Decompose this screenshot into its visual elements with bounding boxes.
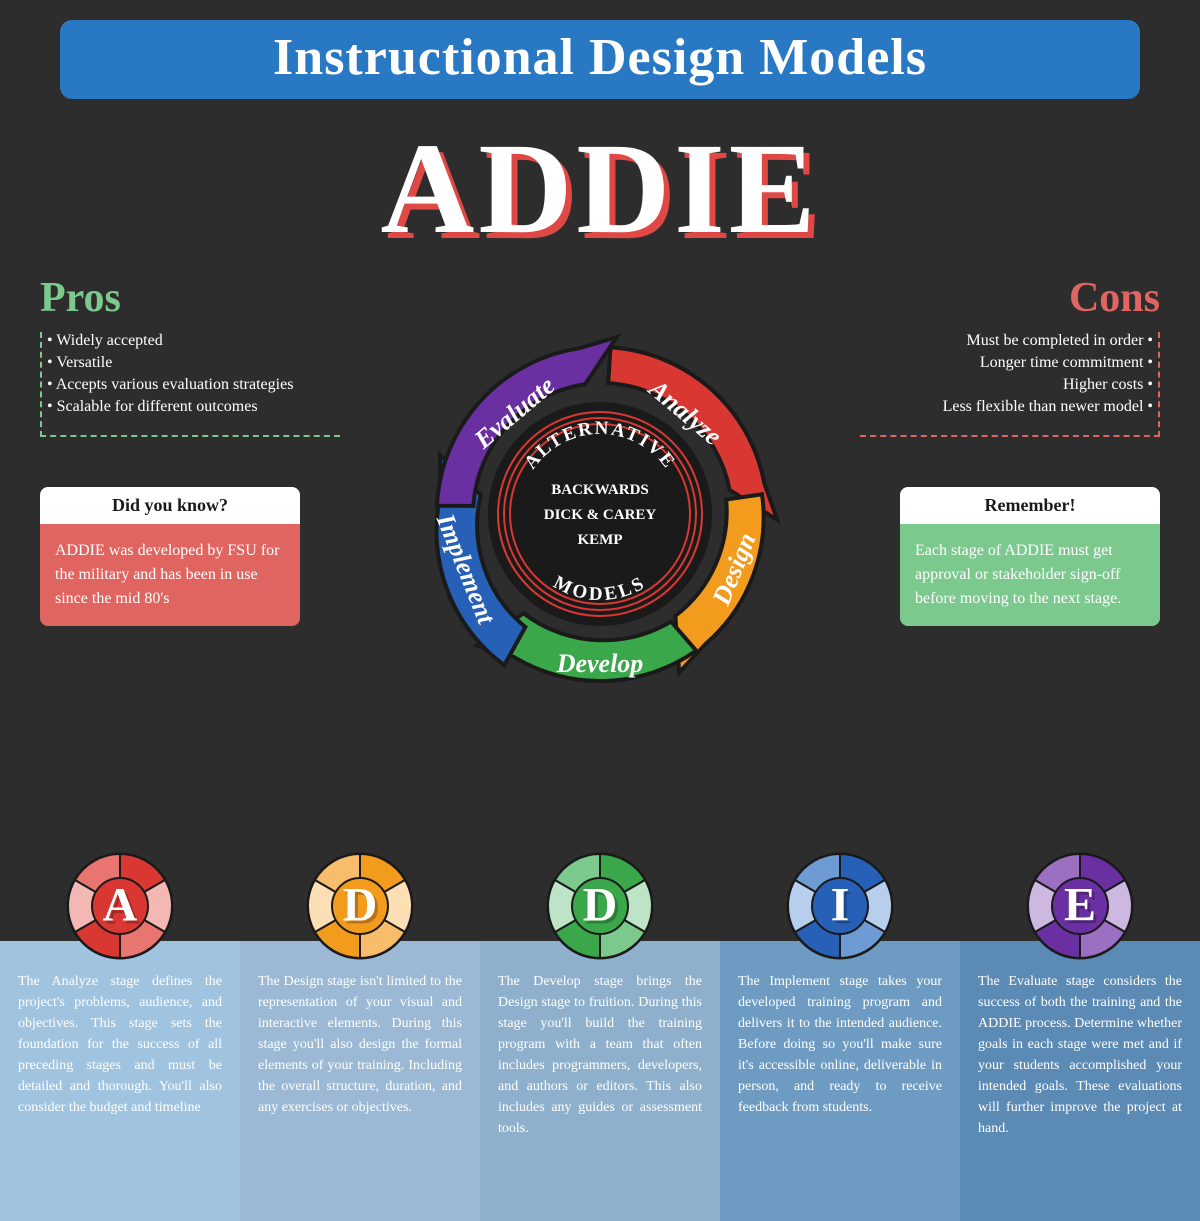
center-line: KEMP	[578, 532, 623, 548]
stage-circle-icon: A	[65, 851, 175, 961]
cons-item: Longer time commitment •	[860, 354, 1158, 372]
pros-title: Pros	[40, 274, 340, 322]
stage-letter: A	[103, 877, 138, 932]
stage-column: D The Develop stage brings the Design sta…	[480, 821, 720, 1221]
stage-column: A The Analyze stage defines the project's…	[0, 821, 240, 1221]
stage-column: D The Design stage isn't limited to the r…	[240, 821, 480, 1221]
center-line: DICK & CAREY	[544, 507, 657, 523]
remember-callout: Remember! Each stage of ADDIE must get a…	[900, 487, 1160, 626]
pros-list: • Widely accepted • Versatile • Accepts …	[40, 332, 340, 437]
segment-label: Develop	[556, 649, 644, 678]
pros-item: • Scalable for different outcomes	[42, 398, 340, 416]
stage-letter: D	[583, 877, 618, 932]
stage-description: The Develop stage brings the Design stag…	[480, 941, 720, 1221]
callout-header: Remember!	[900, 487, 1160, 524]
stage-description: The Evaluate stage considers the success…	[960, 941, 1200, 1221]
pros-item: • Widely accepted	[42, 332, 340, 350]
callout-body: Each stage of ADDIE must get approval or…	[900, 524, 1160, 626]
stages-row: A The Analyze stage defines the project's…	[0, 821, 1200, 1221]
stage-column: I The Implement stage takes your develope…	[720, 821, 960, 1221]
header-title: Instructional Design Models	[60, 28, 1140, 87]
stage-circle-icon: D	[305, 851, 415, 961]
main-title: ADDIE	[381, 117, 820, 261]
pros-item: • Accepts various evaluation strategies	[42, 376, 340, 394]
stage-circle-icon: I	[785, 851, 895, 961]
stage-description: The Analyze stage defines the project's …	[0, 941, 240, 1221]
middle-section: Pros • Widely accepted • Versatile • Acc…	[0, 274, 1200, 754]
cons-title: Cons	[860, 274, 1160, 322]
main-title-wrap: ADDIE	[0, 114, 1200, 264]
cons-item: Less flexible than newer model •	[860, 398, 1158, 416]
pros-column: Pros • Widely accepted • Versatile • Acc…	[40, 274, 340, 754]
cons-item: Must be completed in order •	[860, 332, 1158, 350]
cons-item: Higher costs •	[860, 376, 1158, 394]
center-line: BACKWARDS	[551, 482, 649, 498]
pros-item: • Versatile	[42, 354, 340, 372]
did-you-know-callout: Did you know? ADDIE was developed by FSU…	[40, 487, 300, 626]
stage-description: The Design stage isn't limited to the re…	[240, 941, 480, 1221]
callout-header: Did you know?	[40, 487, 300, 524]
stage-description: The Implement stage takes your developed…	[720, 941, 960, 1221]
cons-list: Must be completed in order • Longer time…	[860, 332, 1160, 437]
stage-circle-icon: D	[545, 851, 655, 961]
stage-letter: D	[343, 877, 378, 932]
cycle-svg: Analyze Design Develop Implement Evaluat…	[380, 294, 820, 734]
stage-letter: I	[831, 877, 850, 932]
addie-cycle-diagram: Analyze Design Develop Implement Evaluat…	[380, 294, 820, 734]
stage-letter: E	[1064, 877, 1096, 932]
stage-column: E The Evaluate stage considers the succes…	[960, 821, 1200, 1221]
cons-column: Cons Must be completed in order • Longer…	[860, 274, 1160, 754]
header-banner: Instructional Design Models	[60, 20, 1140, 99]
stage-circle-icon: E	[1025, 851, 1135, 961]
callout-body: ADDIE was developed by FSU for the milit…	[40, 524, 300, 626]
